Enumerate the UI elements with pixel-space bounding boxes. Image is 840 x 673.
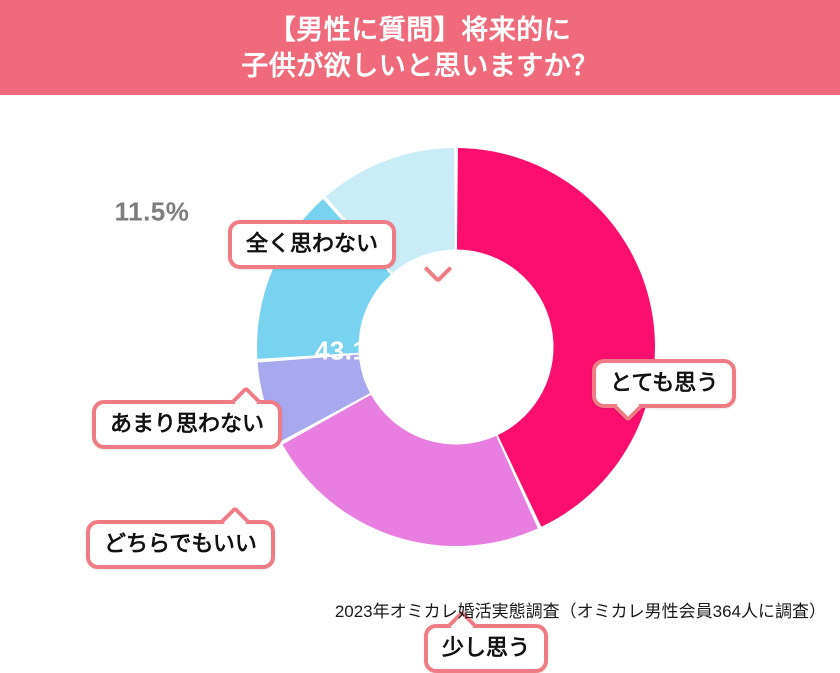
callout-tail-icon xyxy=(220,505,250,535)
page-title-line-2: 子供が欲しいと思いますか？ xyxy=(241,50,599,81)
slice-value-very-much: 43.1% xyxy=(314,335,392,366)
callout-not-at-all-label: 全く思わない xyxy=(246,231,379,256)
callout-either-is-fine[interactable]: どちらでもいい xyxy=(86,505,275,570)
callout-tail-icon xyxy=(231,385,261,415)
callout-either-is-fine-label: どちらでもいい xyxy=(104,531,257,556)
slice-value-either-is-fine: 6.9% xyxy=(13,386,75,417)
header-banner: 【男性に質問】将来的に 子供が欲しいと思いますか？ xyxy=(0,0,840,95)
callout-very-much-label: とても思う xyxy=(610,370,719,395)
source-caption: 2023年オミカレ婚活実態調査（オミカレ男性会員364人に調査） xyxy=(334,602,826,621)
slice-value-somewhat: 23.9% xyxy=(119,487,197,518)
donut-slice[interactable] xyxy=(456,148,655,527)
page-title-line-1: 【男性に質問】将来的に xyxy=(268,14,572,45)
callout-not-much[interactable]: あまり思わない xyxy=(92,385,283,450)
slice-value-not-much: 14.6% xyxy=(21,273,99,304)
callout-not-at-all[interactable]: 全く思わない xyxy=(228,220,453,284)
callout-somewhat-label: 少し思う xyxy=(442,635,531,660)
donut-slice[interactable] xyxy=(325,148,456,274)
callout-very-much[interactable]: とても思う xyxy=(592,359,737,423)
callout-not-much-label: あまり思わない xyxy=(110,411,265,436)
donut-slice[interactable] xyxy=(282,394,538,546)
donut-slice[interactable] xyxy=(257,354,371,442)
callout-somewhat[interactable]: 少し思う xyxy=(424,609,549,673)
chart-area: 43.1% 23.9% 6.9% 14.6% 11.5% 全く思わない あまり思… xyxy=(0,95,840,673)
slice-value-not-at-all: 11.5% xyxy=(114,196,190,227)
